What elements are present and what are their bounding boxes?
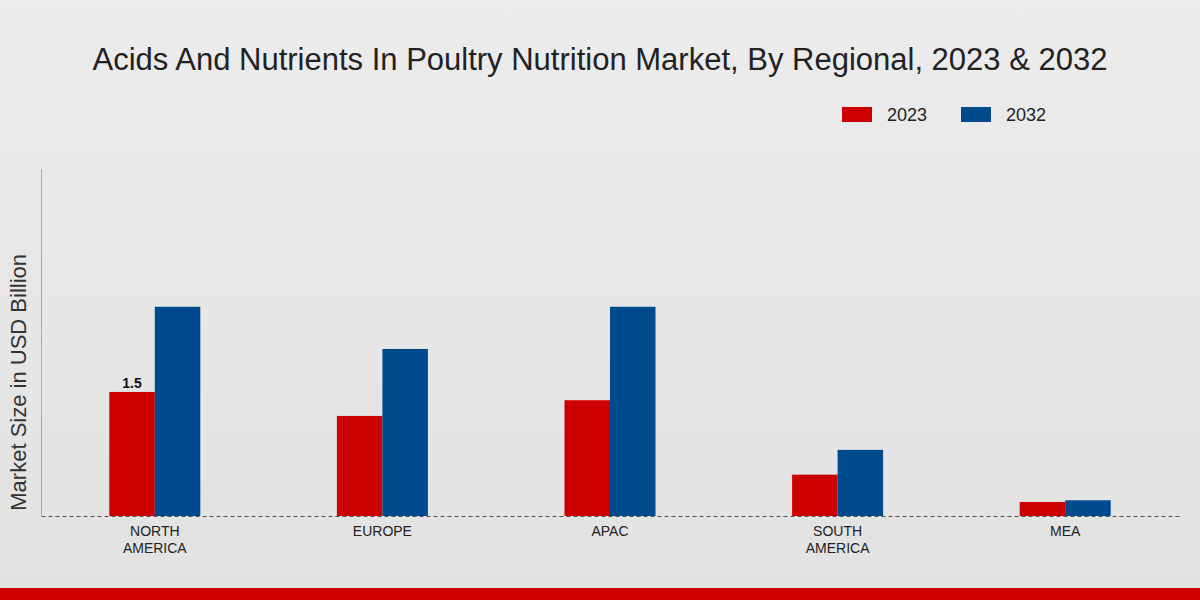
legend-swatch	[842, 107, 872, 122]
legend-swatch	[961, 107, 991, 122]
x-tick-label-line: APAC	[591, 523, 628, 539]
y-axis	[41, 169, 42, 516]
title: Acids And Nutrients In Poultry Nutrition…	[93, 42, 1108, 77]
x-tick: SOUTHAMERICA	[806, 523, 870, 557]
bar-series	[155, 307, 1111, 516]
x-tick-label-line: MEA	[1050, 523, 1081, 539]
x-axis-line	[42, 516, 1180, 517]
x-axis: NORTHAMERICAEUROPEAPACSOUTHAMERICAMEA	[42, 517, 1180, 557]
bar	[610, 307, 656, 516]
chart: Acids And Nutrients In Poultry Nutrition…	[0, 0, 1200, 600]
background	[0, 0, 1200, 600]
x-tick-label: NORTHAMERICA	[123, 523, 187, 557]
legend-label: 2032	[1006, 105, 1046, 125]
bar	[155, 307, 201, 516]
x-tick: EUROPE	[353, 523, 412, 539]
plot-area	[109, 307, 1110, 516]
bar	[792, 475, 838, 516]
x-tick-label-line: AMERICA	[806, 540, 870, 556]
data-labels: 1.5	[122, 375, 142, 391]
bar-series	[109, 392, 1065, 516]
bar	[838, 450, 884, 516]
x-tick-label-line: AMERICA	[123, 540, 187, 556]
bar	[337, 416, 383, 516]
x-tick: MEA	[1050, 523, 1081, 539]
bar	[1020, 502, 1065, 516]
x-tick-label: APAC	[591, 523, 628, 539]
bar	[565, 400, 611, 516]
footer-strip	[0, 588, 1200, 600]
x-tick-label-line: NORTH	[130, 523, 180, 539]
x-tick: APAC	[591, 523, 628, 539]
legend-label: 2023	[887, 105, 927, 125]
bar	[109, 392, 155, 516]
legend: 2023 2032	[842, 105, 1046, 125]
x-tick: NORTHAMERICA	[123, 523, 187, 557]
bar	[382, 349, 428, 516]
data-label: 1.5	[122, 375, 142, 391]
x-tick-label: SOUTHAMERICA	[806, 523, 870, 557]
y-axis-line	[41, 169, 42, 516]
x-tick-label-line: SOUTH	[813, 523, 862, 539]
y-axis-title: Market Size in USD Billion	[6, 254, 31, 511]
x-tick-label: EUROPE	[353, 523, 412, 539]
x-tick-label: MEA	[1050, 523, 1081, 539]
x-tick-label-line: EUROPE	[353, 523, 412, 539]
bar	[1065, 500, 1111, 516]
